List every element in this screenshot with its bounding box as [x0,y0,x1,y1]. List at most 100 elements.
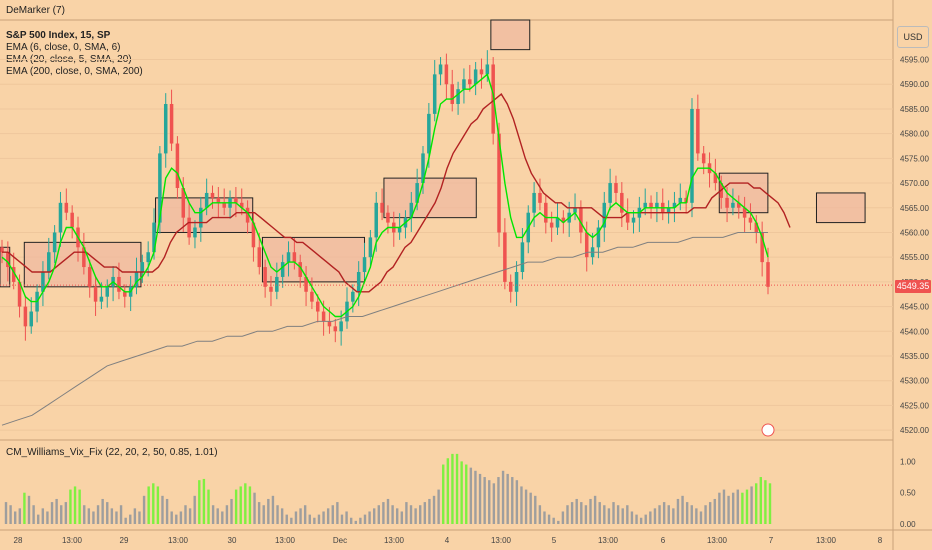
vix-bar [538,505,542,524]
symbol-title[interactable]: S&P 500 Index, 15, SP [6,30,111,41]
vix-bar [768,483,772,524]
candle-body [269,286,273,292]
vix-bar [377,505,380,524]
candle-body [602,202,607,228]
ema20-line [2,93,791,293]
vix-bar [736,489,739,524]
vix-bar [110,508,114,524]
candle-body [210,192,215,198]
vix-bar [520,486,523,524]
vix-bar [644,514,647,524]
ema200-legend[interactable]: EMA (200, close, 0, SMA, 200) [6,66,143,77]
vix-bar [280,508,284,524]
candle-body [292,252,297,263]
vix-bar [529,492,532,524]
time-tick-label: 13:00 [598,536,619,545]
vix-bar [129,514,132,524]
candle-body [672,202,677,208]
vix-bar [442,464,445,524]
candle-body [263,267,267,287]
time-tick-label: 29 [120,536,129,545]
vix-bar [322,511,325,524]
vix-bar [639,517,643,524]
price-tick-label: 4570.00 [900,179,929,188]
vix-bar [152,483,155,524]
vix-bar [718,492,721,524]
price-tick-label: 4565.00 [900,204,929,213]
vix-bar [552,517,555,524]
candle-body [438,64,443,75]
candle-body [614,183,618,193]
candle-body [87,267,92,287]
ema6-line [1,73,769,318]
vix-bar [115,511,118,524]
candle-body [187,217,191,238]
price-tick-label: 4580.00 [900,130,929,139]
candle-body [99,296,104,302]
candle-body [473,69,478,85]
vix-bar [566,505,569,524]
candle-body [11,267,16,282]
price-tick-label: 4560.00 [900,228,929,237]
time-tick-label: 6 [661,536,666,545]
vix-bar [570,502,574,524]
candle-body [123,291,127,297]
vix-bar [308,514,311,524]
vix-bar [662,502,666,524]
candle-body [579,207,583,233]
vix-bar [207,489,210,524]
candle-body [456,89,460,104]
candle-body [479,69,484,75]
vix-bar [635,514,638,524]
last-price-badge: 4549.35 [895,280,931,293]
vix-tick-label: 0.50 [900,489,916,498]
price-tick-label: 4555.00 [900,253,929,262]
candle-body [643,202,647,208]
vix-bar [326,508,330,524]
candle-body [380,202,384,213]
price-tick-label: 4540.00 [900,327,929,336]
candle-body [760,232,764,263]
vix-bar [363,514,367,524]
time-tick-label: 13:00 [816,536,837,545]
candle-body [538,192,542,203]
vix-bar [165,498,169,524]
candle-body [549,222,554,228]
vix-bar [534,495,537,524]
candle-body [298,262,302,277]
candle-body [561,217,566,223]
vix-bar [419,505,422,524]
time-tick-label: 13:00 [275,536,296,545]
vix-bar [428,498,431,524]
vix-bar [69,489,72,524]
vix-bar [106,502,109,524]
vix-bar [340,514,344,524]
candle-body [532,192,536,213]
candle-body [421,153,425,184]
candle-body [573,207,577,213]
vix-bar [593,495,597,524]
vix-bar [612,502,615,524]
vix-bar [294,511,298,524]
vix-bar [299,508,302,524]
candle-body [134,272,139,287]
vix-bar [193,495,196,524]
candle-body [82,247,86,268]
candle-body [427,113,431,154]
currency-button[interactable]: USD [897,26,929,48]
candle-body [351,291,355,302]
candle-body [544,202,548,223]
ema6-legend[interactable]: EMA (6, close, 0, SMA, 6) [6,42,121,53]
candle-body [105,286,110,297]
vix-bar [547,514,551,524]
time-tick-label: 8 [878,536,883,545]
vix-bar [78,489,81,524]
vix-bar [285,514,288,524]
candle-body [93,286,98,302]
price-tick-label: 4535.00 [900,352,929,361]
candle-body [742,207,747,218]
vix-indicator-title[interactable]: CM_Williams_Vix_Fix (22, 20, 2, 50, 0.85… [6,447,218,458]
vix-bar [437,489,440,524]
vix-bar [248,486,252,524]
